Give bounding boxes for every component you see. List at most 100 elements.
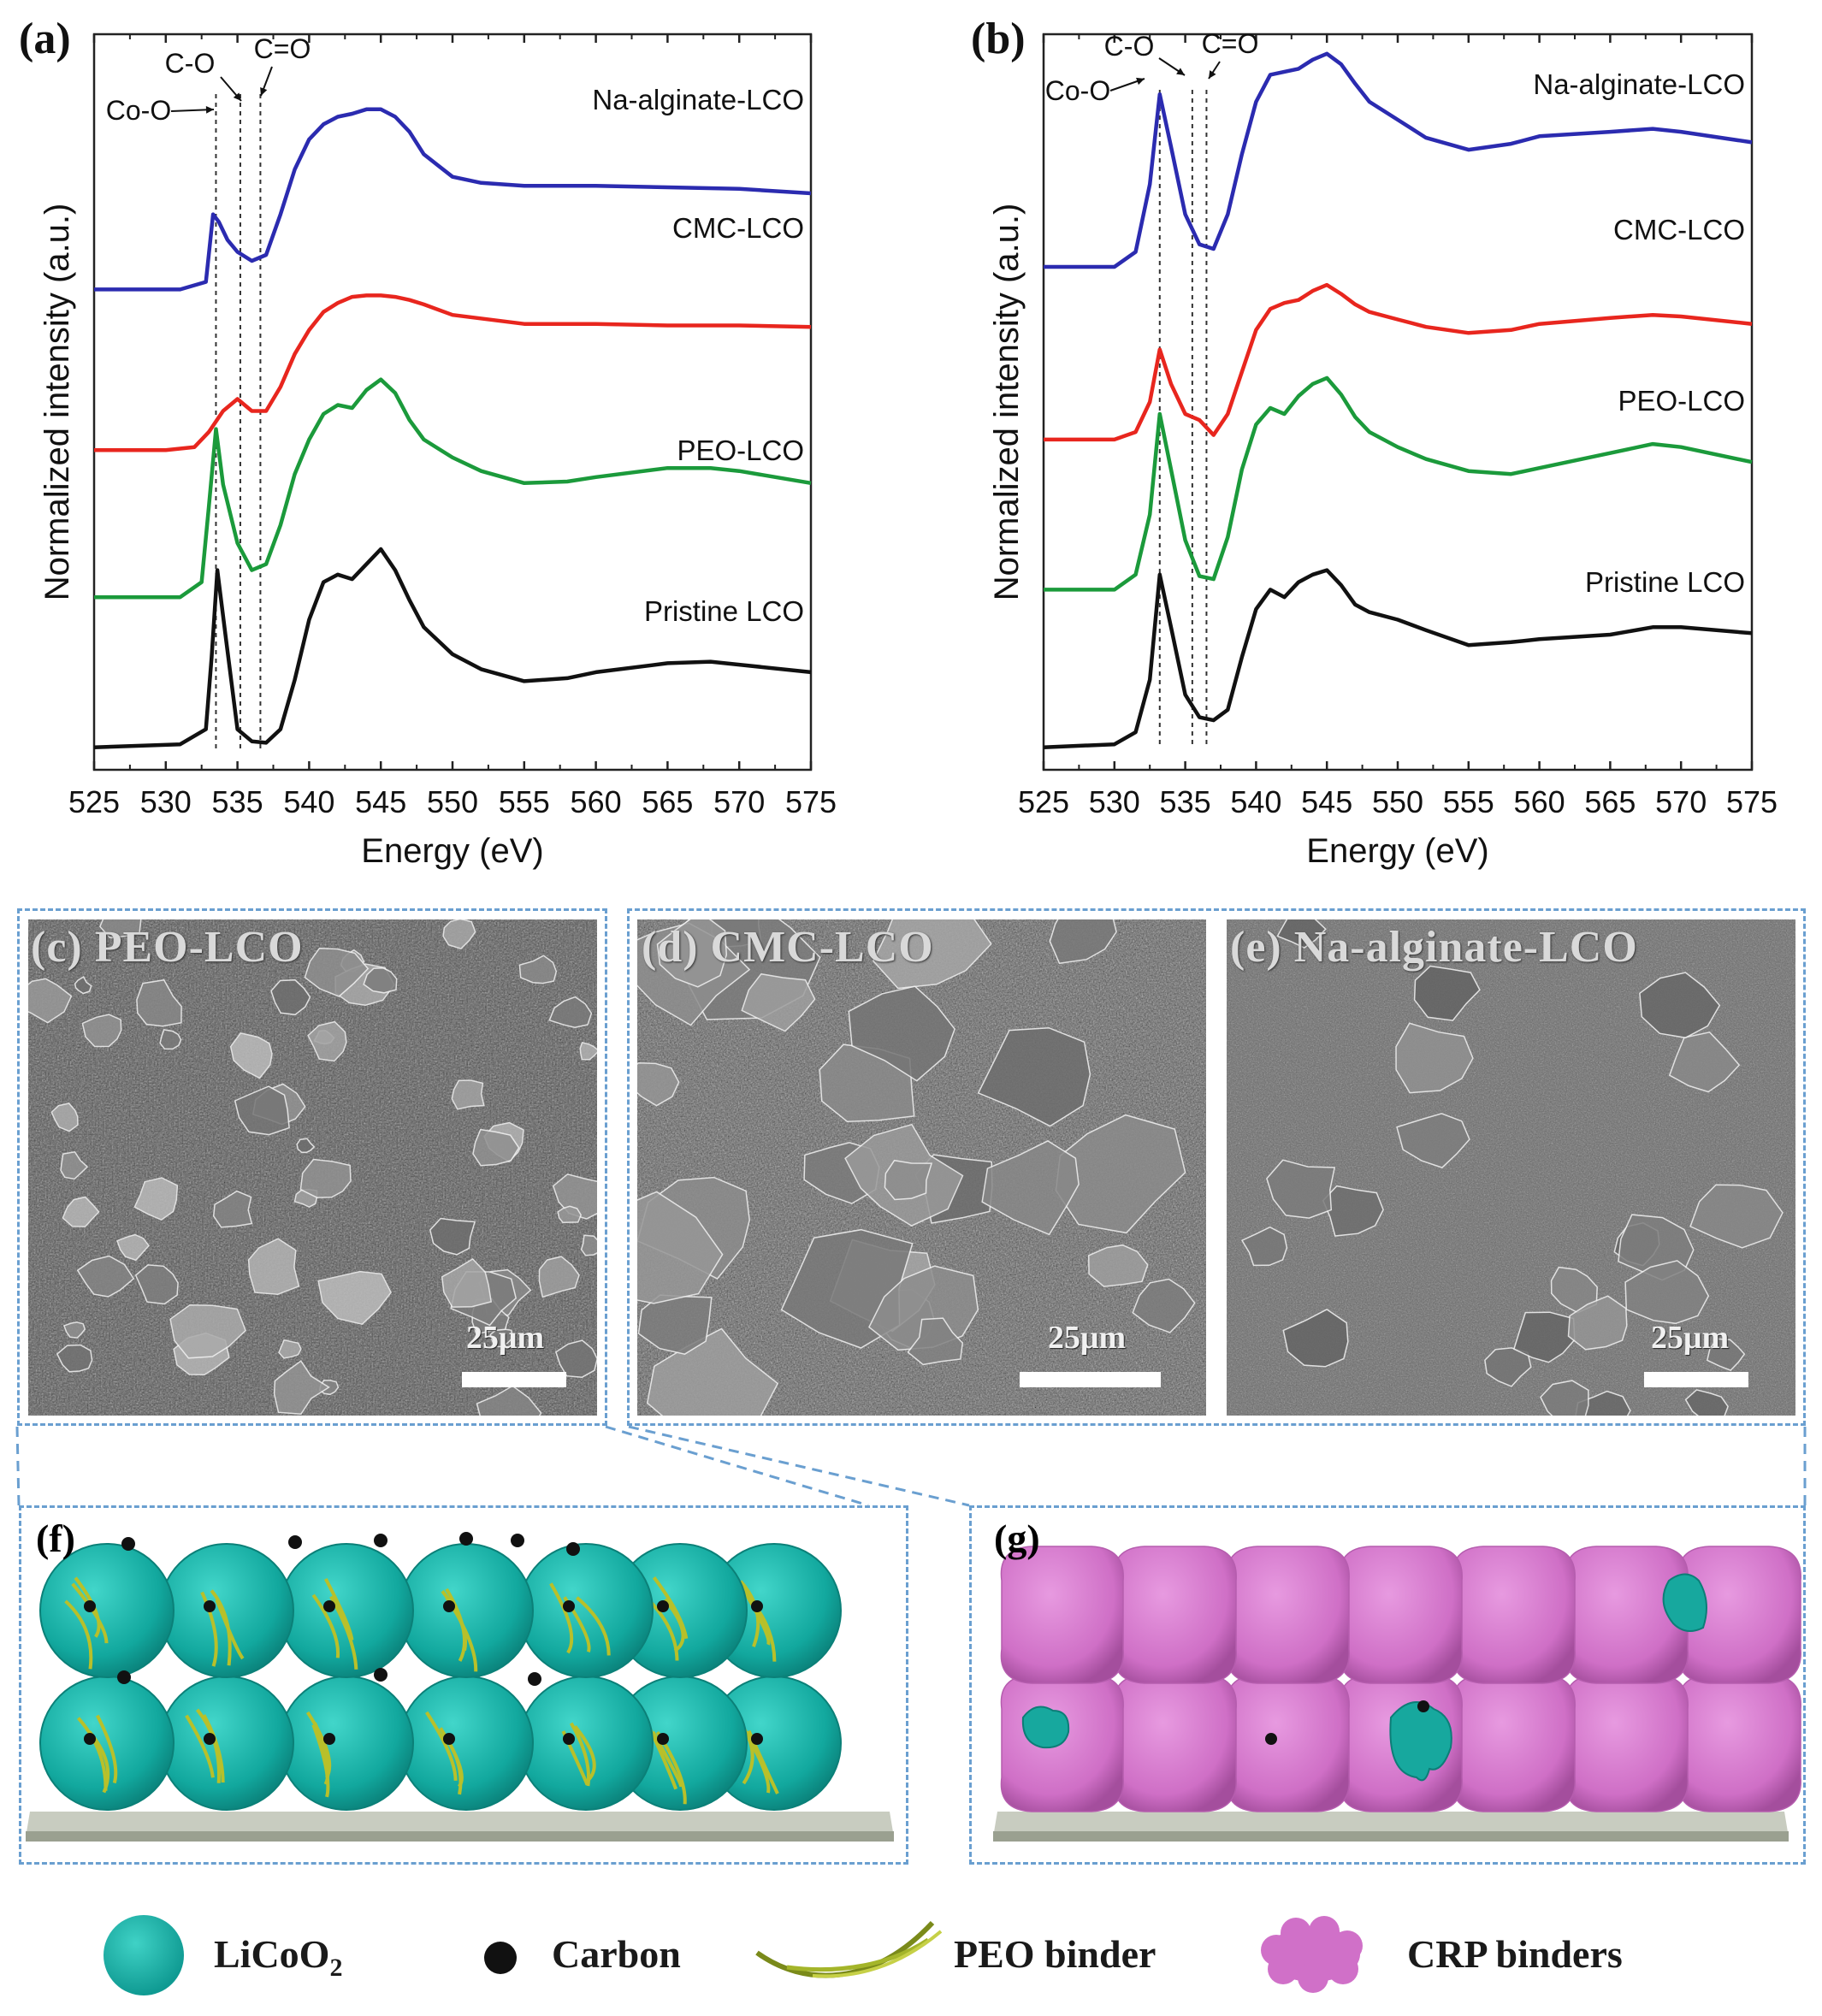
carbon-dot: [84, 1600, 96, 1612]
x-axis-label: Energy (eV): [361, 832, 543, 870]
sem-particle: [872, 919, 992, 990]
sem-particle: [580, 1234, 597, 1256]
crp-coated-particle: [1565, 1546, 1689, 1684]
sem-particle: [518, 955, 558, 984]
marker-arrowhead: [1176, 68, 1185, 75]
peo-binder-strand: [196, 1708, 222, 1783]
sem-particle: [1132, 1278, 1196, 1333]
sem-particle: [1396, 1113, 1470, 1168]
scale-bar-d: [1020, 1372, 1161, 1387]
licoo2-particle: [279, 1676, 414, 1811]
x-tick-label: 570: [713, 784, 765, 819]
sem-particle: [476, 1385, 542, 1416]
peo-binder-strand: [313, 1722, 330, 1785]
sem-particle: [56, 1344, 93, 1373]
sem-particle: [1639, 972, 1721, 1039]
peo-binder-strand: [549, 1582, 574, 1654]
x-tick-label: 540: [283, 784, 334, 819]
peo-binder-strand: [71, 1582, 109, 1644]
sem-particle: [884, 1159, 933, 1201]
x-tick-label: 530: [1089, 784, 1140, 819]
carbon-dot: [84, 1733, 96, 1745]
sem-image-c: [28, 919, 597, 1416]
sem-particle: [299, 1158, 352, 1198]
scale-bar-e: [1644, 1372, 1748, 1387]
peo-binder-strand: [311, 1723, 330, 1798]
panel-label-f: (f): [36, 1516, 75, 1560]
sem-particle: [60, 1150, 89, 1180]
series-label: PEO-LCO: [1618, 385, 1745, 417]
carbon-dot: [288, 1535, 302, 1549]
sem-particle: [273, 1360, 330, 1415]
x-tick-label: 550: [427, 784, 478, 819]
peo-binder-strand: [740, 1586, 771, 1646]
x-tick-label: 560: [571, 784, 622, 819]
sem-particle: [1049, 919, 1117, 965]
sem-particle: [247, 1238, 300, 1295]
sem-particle: [81, 1014, 122, 1048]
sem-particle: [1567, 1295, 1628, 1351]
peo-binder-strand: [323, 1578, 354, 1641]
peo-binder-strand: [576, 1596, 611, 1656]
licoo2-particle: [612, 1676, 748, 1811]
sem-particle: [1540, 1380, 1589, 1416]
sem-particle: [1282, 1309, 1349, 1368]
y-axis-label: Normalized intensity (a.u.): [988, 204, 1026, 601]
y-axis-label: Normalized intensity (a.u.): [38, 204, 76, 601]
sem-particle: [304, 947, 370, 997]
legend-licoo2-text: LiCoO: [214, 1932, 330, 1976]
licoo2-exposed-patch: [1662, 1573, 1707, 1632]
sem-particle: [848, 985, 955, 1082]
carbon-dot: [121, 1537, 135, 1551]
licoo2-particle: [39, 1543, 175, 1678]
legend-crp-binders-icon: [1261, 1916, 1363, 1993]
sem-particle: [1395, 1022, 1474, 1094]
sem-particle: [50, 1103, 79, 1132]
sem-particle: [74, 976, 92, 995]
series-label: PEO-LCO: [677, 435, 804, 466]
sem-particle: [646, 1327, 779, 1416]
carbon-dot: [374, 1534, 387, 1547]
licoo2-particle: [612, 1543, 748, 1678]
series-label: CMC-LCO: [1613, 214, 1745, 245]
panel-letter: (b): [971, 15, 1026, 63]
panel-letter: (a): [19, 15, 71, 63]
sem-particle: [62, 1321, 86, 1339]
licoo2-particle: [159, 1676, 294, 1811]
series-line: [1043, 568, 1753, 749]
sem-particle: [317, 1270, 392, 1326]
legend-carbon-label: Carbon: [552, 1932, 681, 1976]
licoo2-particle: [518, 1676, 654, 1811]
sem-particle: [229, 1032, 273, 1079]
schematic-f: [26, 1532, 894, 1842]
crp-coated-particle: [1000, 1546, 1124, 1684]
panel-label-d: (d) CMC-LCO: [642, 923, 934, 972]
x-tick-label: 570: [1655, 784, 1707, 819]
carbon-dot: [323, 1600, 335, 1612]
licoo2-particle: [399, 1543, 534, 1678]
sem-image-e: [1227, 919, 1795, 1416]
scale-text-e: 25μm: [1651, 1320, 1730, 1356]
crp-coated-particle: [1452, 1546, 1576, 1684]
marker-label: C=O: [1202, 28, 1259, 59]
sem-particle: [637, 1294, 713, 1355]
licoo2-particle: [399, 1676, 534, 1811]
carbon-dot: [566, 1542, 580, 1556]
carbon-dot: [443, 1600, 455, 1612]
x-tick-label: 550: [1372, 784, 1423, 819]
sem-particle: [637, 1061, 680, 1107]
sem-particle: [1413, 965, 1481, 1021]
sem-particle: [76, 1255, 135, 1298]
marker-label: C-O: [165, 48, 216, 79]
scale-text-c: 25μm: [466, 1320, 545, 1356]
x-tick-label: 555: [499, 784, 550, 819]
panel-label-g: (g): [994, 1516, 1040, 1560]
scale-bar-c: [462, 1372, 566, 1387]
sem-particle: [99, 919, 142, 938]
licoo2-particle: [279, 1543, 414, 1678]
marker-arrowhead: [1136, 77, 1145, 86]
sem-particle: [977, 1026, 1091, 1127]
carbon-dot: [443, 1733, 455, 1745]
crp-coated-particle: [1339, 1546, 1463, 1684]
peo-binder-strand: [64, 1599, 93, 1670]
